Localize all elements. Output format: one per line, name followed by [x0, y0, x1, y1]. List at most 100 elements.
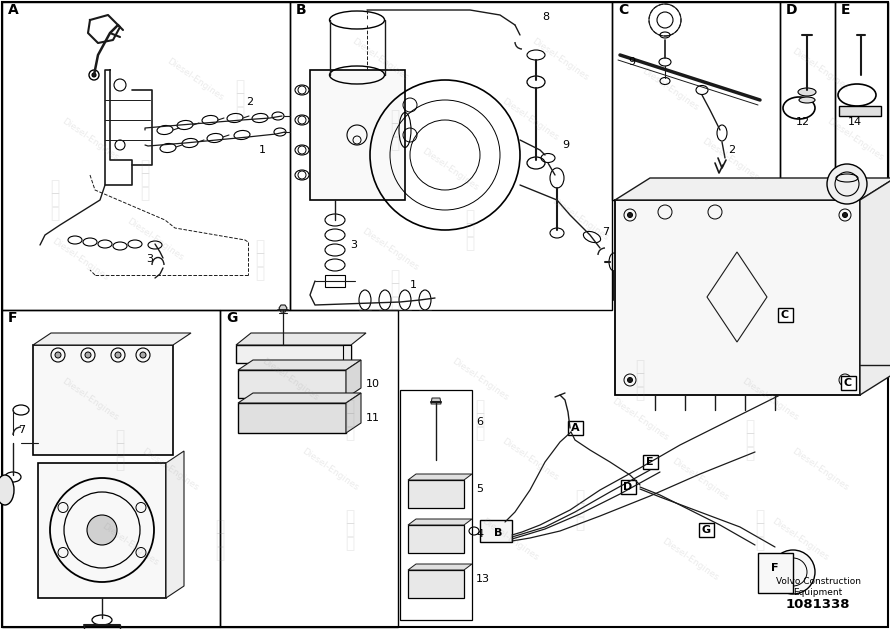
Bar	[290, 2, 612, 310]
Text: A: A	[570, 423, 579, 433]
Text: E: E	[646, 457, 654, 467]
Text: 柴
动
力: 柴 动 力	[576, 489, 585, 532]
Bar	[612, 2, 780, 200]
Text: 3: 3	[350, 240, 357, 250]
Polygon shape	[431, 398, 441, 404]
Bar	[780, 2, 835, 200]
Bar	[238, 370, 346, 398]
Text: B: B	[494, 528, 502, 538]
Ellipse shape	[799, 97, 815, 103]
Text: 柴
动
力: 柴 动 力	[215, 519, 224, 561]
Text: 1: 1	[258, 145, 265, 155]
Text: Diesel-Engines: Diesel-Engines	[825, 117, 885, 163]
Text: 2: 2	[728, 145, 735, 155]
Circle shape	[85, 352, 91, 358]
Text: 6: 6	[476, 417, 483, 427]
Text: Diesel-Engines: Diesel-Engines	[790, 447, 850, 493]
Text: Diesel-Engines: Diesel-Engines	[450, 357, 510, 403]
Bar	[480, 520, 512, 542]
Polygon shape	[236, 333, 366, 345]
Polygon shape	[33, 333, 191, 345]
Circle shape	[140, 352, 146, 358]
Text: 13: 13	[476, 574, 490, 584]
Circle shape	[843, 213, 847, 218]
Bar	[778, 308, 792, 322]
Circle shape	[87, 515, 117, 545]
Text: 柴
动
力: 柴 动 力	[51, 179, 60, 221]
Text: 柴
动
力: 柴 动 力	[116, 429, 125, 471]
Text: 11: 11	[366, 413, 380, 423]
Text: Diesel-Engines: Diesel-Engines	[125, 217, 185, 263]
Text: F: F	[8, 311, 18, 325]
Text: Diesel-Engines: Diesel-Engines	[480, 517, 540, 563]
Text: 柴
动
力: 柴 动 力	[255, 238, 264, 281]
Text: Diesel-Engines: Diesel-Engines	[700, 137, 760, 183]
Bar	[767, 561, 782, 575]
Ellipse shape	[0, 475, 14, 505]
Bar	[2, 2, 290, 310]
Text: Diesel-Engines: Diesel-Engines	[610, 397, 670, 443]
Text: Diesel-Engines: Diesel-Engines	[50, 237, 110, 283]
Circle shape	[115, 352, 121, 358]
Text: Diesel-Engines: Diesel-Engines	[740, 377, 800, 423]
Polygon shape	[279, 305, 287, 312]
Text: 7: 7	[602, 227, 609, 237]
Polygon shape	[166, 451, 184, 598]
Text: 2: 2	[247, 97, 254, 107]
Text: 10: 10	[366, 379, 380, 389]
Bar	[835, 2, 888, 200]
Text: 柴
动
力: 柴 动 力	[746, 419, 755, 461]
Text: D: D	[786, 3, 797, 17]
Bar	[408, 570, 464, 598]
Text: Diesel-Engines: Diesel-Engines	[360, 227, 420, 273]
Text: 柴
动
力: 柴 动 力	[345, 399, 354, 442]
Text: 柴
动
力: 柴 动 力	[635, 359, 644, 401]
Text: E: E	[841, 3, 851, 17]
Text: Diesel-Engines: Diesel-Engines	[100, 522, 160, 568]
Text: Diesel-Engines: Diesel-Engines	[60, 377, 120, 423]
Text: Diesel-Engines: Diesel-Engines	[640, 67, 700, 113]
Text: Diesel-Engines: Diesel-Engines	[790, 47, 850, 93]
Bar	[238, 403, 346, 433]
Text: 柴
动
力: 柴 动 力	[391, 269, 400, 311]
Ellipse shape	[798, 88, 816, 96]
Bar	[699, 523, 714, 537]
Bar	[325, 275, 345, 287]
Text: F: F	[772, 563, 779, 573]
Circle shape	[55, 352, 61, 358]
Text: Diesel-Engines: Diesel-Engines	[660, 537, 720, 583]
Polygon shape	[346, 393, 361, 433]
Bar	[220, 310, 398, 627]
Text: Diesel-Engines: Diesel-Engines	[670, 457, 730, 503]
Text: Diesel-Engines: Diesel-Engines	[530, 37, 590, 83]
Text: 柴
动
力: 柴 动 力	[756, 509, 765, 551]
Text: Diesel-Engines: Diesel-Engines	[260, 357, 320, 403]
Bar	[2, 310, 220, 627]
Text: D: D	[623, 482, 633, 492]
Text: B: B	[296, 3, 307, 17]
Text: Diesel-Engines: Diesel-Engines	[500, 437, 560, 483]
Bar	[400, 390, 472, 620]
Text: Diesel-Engines: Diesel-Engines	[770, 517, 830, 563]
Polygon shape	[408, 519, 472, 525]
Bar	[236, 345, 351, 363]
Text: 8: 8	[542, 12, 549, 22]
Circle shape	[627, 213, 633, 218]
Text: 1081338: 1081338	[786, 598, 850, 611]
Text: Diesel-Engines: Diesel-Engines	[350, 37, 410, 83]
Text: Diesel-Engines: Diesel-Engines	[300, 447, 360, 493]
Polygon shape	[238, 360, 361, 370]
Text: 9: 9	[628, 57, 635, 67]
Text: Diesel-Engines: Diesel-Engines	[165, 57, 225, 103]
Text: Volvo Construction
Equipment: Volvo Construction Equipment	[775, 577, 861, 597]
Text: 12: 12	[796, 117, 810, 127]
Bar	[840, 376, 855, 390]
Text: 4: 4	[476, 529, 483, 539]
Text: 柴
动
力: 柴 动 力	[141, 159, 150, 201]
Text: 3: 3	[147, 254, 153, 264]
Text: 14: 14	[848, 117, 862, 127]
Text: C: C	[844, 378, 852, 388]
Polygon shape	[346, 360, 361, 398]
Polygon shape	[860, 178, 890, 395]
Text: 柴
动
力: 柴 动 力	[475, 399, 484, 442]
